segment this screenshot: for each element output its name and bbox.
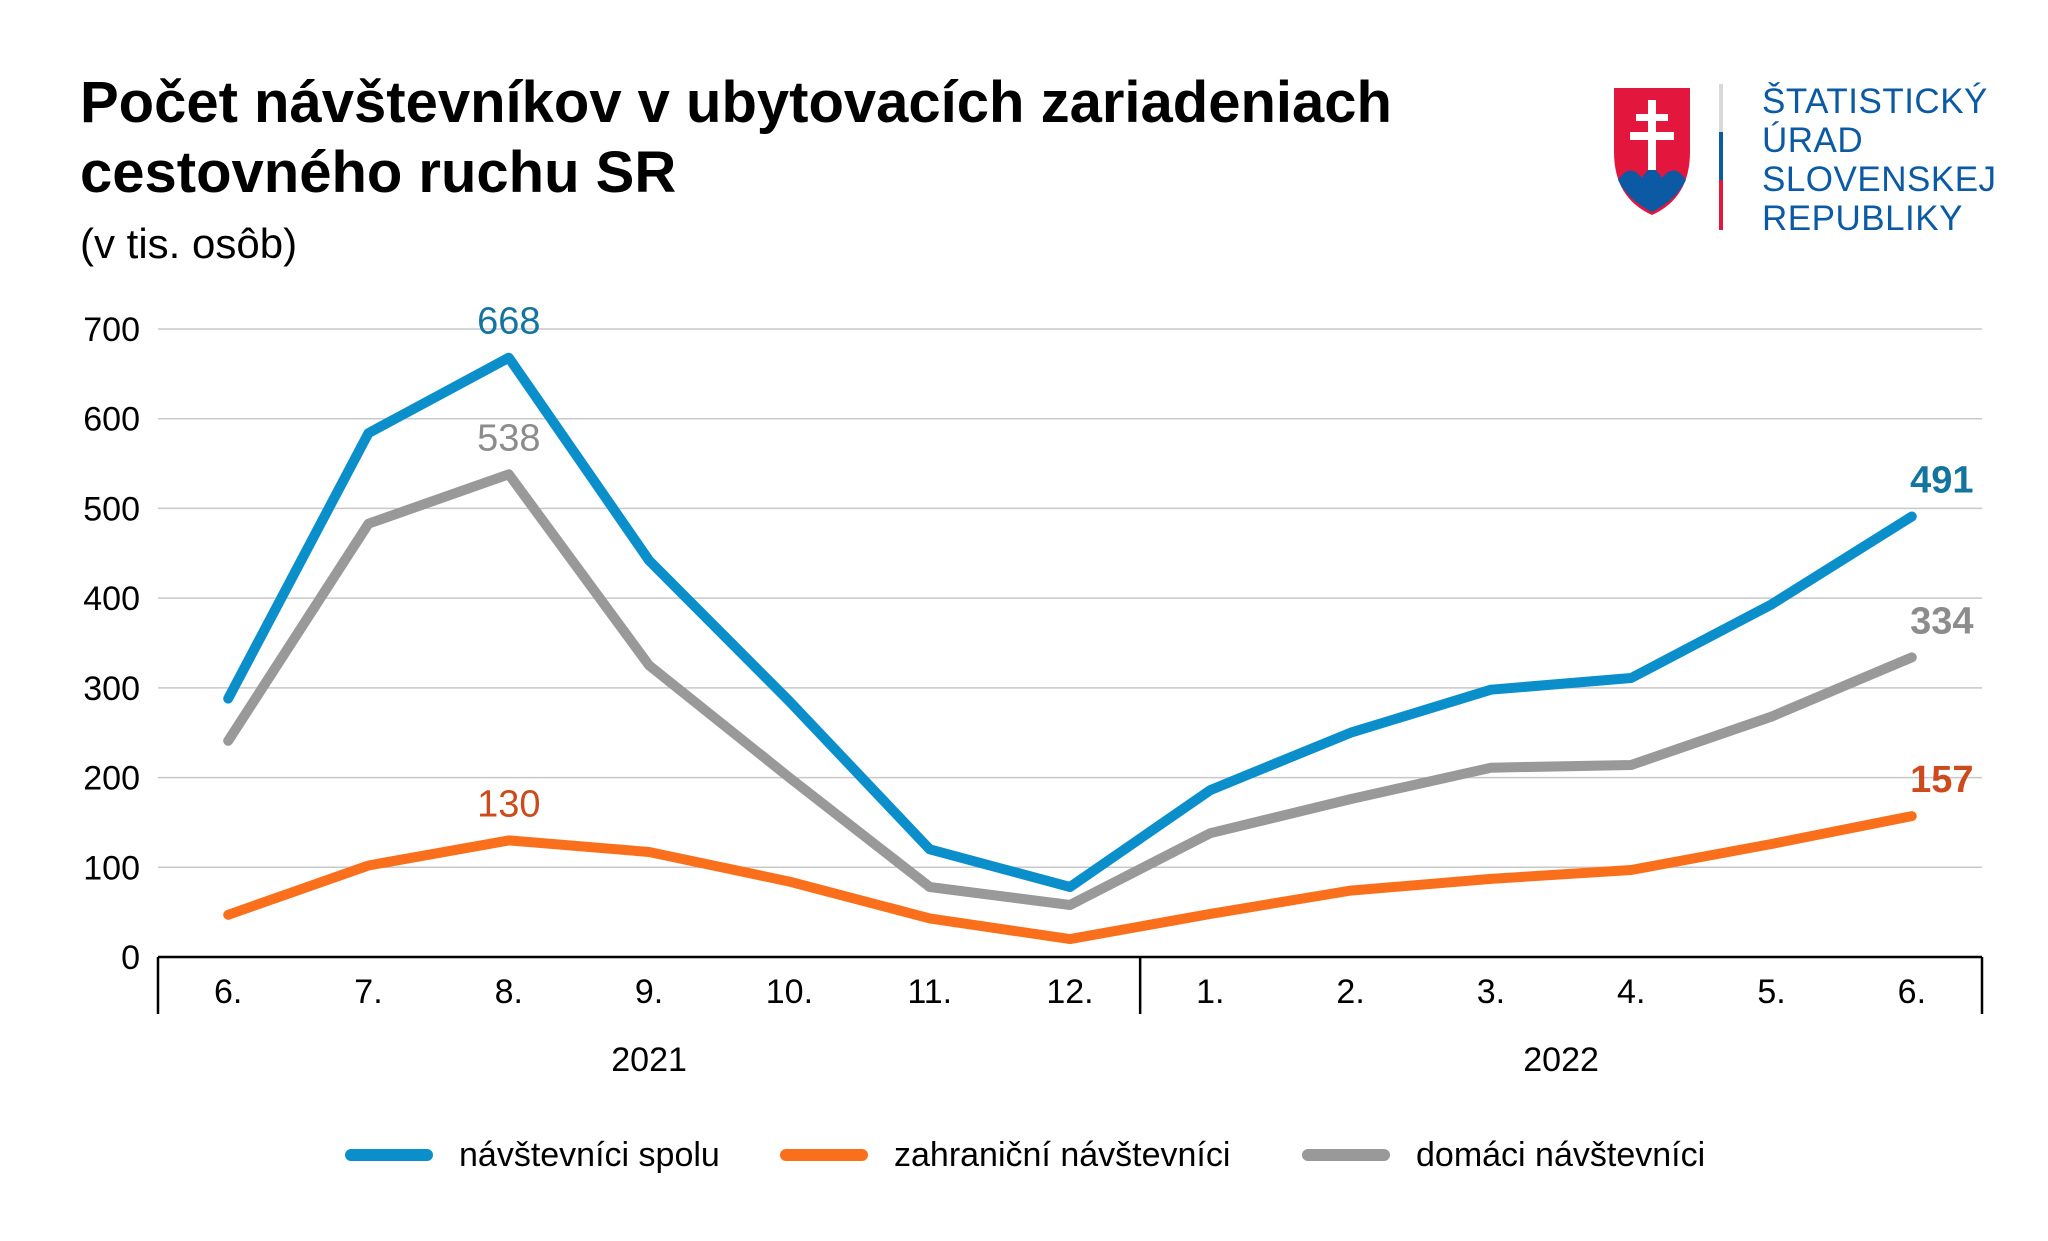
legend-item-total: návštevníci spolu <box>345 1130 720 1180</box>
logo-line-2: ÚRAD <box>1762 121 1864 160</box>
legend-label-domestic: domáci návštevníci <box>1416 1135 1706 1174</box>
data-label: 538 <box>477 417 540 459</box>
x-group-label: 2022 <box>1523 1041 1599 1079</box>
legend-swatch-domestic <box>1302 1149 1390 1161</box>
data-label: 130 <box>477 783 540 825</box>
x-tick-label: 5. <box>1757 973 1785 1011</box>
legend-swatch-foreign <box>780 1149 868 1161</box>
series-line-2 <box>223 469 1917 910</box>
x-tick-label: 9. <box>635 973 663 1011</box>
data-label: 491 <box>1910 460 1973 502</box>
y-tick-label: 0 <box>121 939 140 977</box>
x-tick-label: 11. <box>907 973 952 1011</box>
y-tick-label: 400 <box>83 580 140 618</box>
data-label: 668 <box>477 301 540 343</box>
chart-title-line-1: Počet návštevníkov v ubytovacích zariade… <box>80 70 1392 135</box>
legend-label-total: návštevníci spolu <box>459 1135 720 1174</box>
data-label: 157 <box>1910 759 1973 801</box>
series-line-1 <box>223 811 1917 945</box>
x-tick-label: 12. <box>1046 973 1093 1011</box>
legend-swatch-total <box>345 1149 433 1161</box>
y-tick-label: 200 <box>83 760 140 798</box>
x-tick-label: 2. <box>1336 973 1364 1011</box>
x-tick-label: 3. <box>1477 973 1505 1011</box>
logo-line-4: REPUBLIKY <box>1762 199 1963 238</box>
x-tick-label: 8. <box>495 973 523 1011</box>
x-tick-label: 7. <box>354 973 382 1011</box>
y-tick-label: 600 <box>83 401 140 439</box>
x-tick-label: 10. <box>766 973 813 1011</box>
y-tick-label: 300 <box>83 670 140 708</box>
legend-item-domestic: domáci návštevníci <box>1302 1130 1705 1180</box>
x-tick-label: 1. <box>1196 973 1224 1011</box>
chart-title: Počet návštevníkov v ubytovacích zariade… <box>80 68 1520 208</box>
y-tick-label: 100 <box>83 849 140 887</box>
x-tick-label: 6. <box>1898 973 1926 1011</box>
data-label: 334 <box>1910 600 1973 642</box>
series-line-0 <box>223 352 1917 892</box>
x-tick-label: 6. <box>214 973 242 1011</box>
legend-label-foreign: zahraniční návštevníci <box>894 1135 1231 1174</box>
y-tick-label: 500 <box>83 490 140 528</box>
logo-line-3: SLOVENSKEJ <box>1762 160 1997 199</box>
chart-title-line-2: cestovného ruchu SR <box>80 140 677 205</box>
chart-legend: návštevníci spolu zahraniční návštevníci… <box>0 1130 2048 1180</box>
chart-subtitle: (v tis. osôb) <box>80 220 298 267</box>
logo-line-1: ŠTATISTICKÝ <box>1762 82 1988 121</box>
x-tick-label: 4. <box>1617 973 1645 1011</box>
legend-item-foreign: zahraniční návštevníci <box>780 1130 1230 1180</box>
logo-wordmark: ŠTATISTICKÝ ÚRAD SLOVENSKEJ REPUBLIKY <box>1762 82 1997 238</box>
slovak-coat-of-arms-icon <box>1611 84 1723 230</box>
y-tick-label: 700 <box>83 311 140 349</box>
x-group-label: 2021 <box>611 1041 687 1079</box>
